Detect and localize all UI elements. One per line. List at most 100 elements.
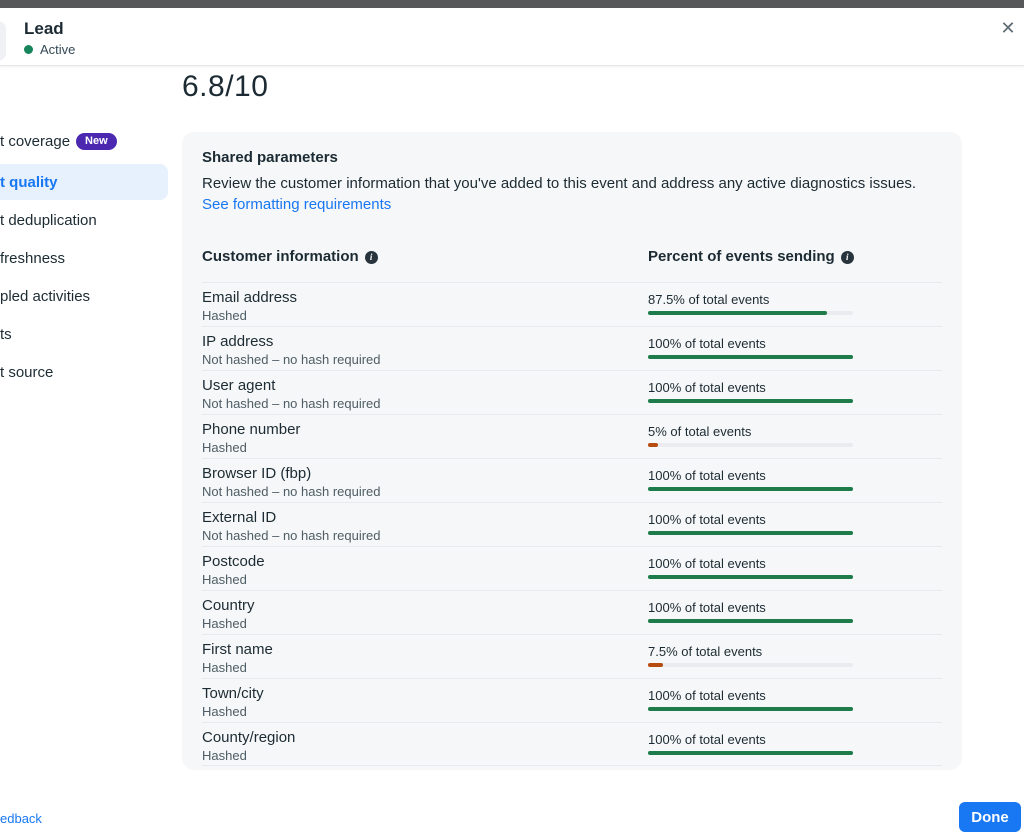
sidebar-nav: t coverage New t quality t deduplication… <box>0 66 172 381</box>
event-status: Active <box>24 42 75 57</box>
progress-track <box>648 399 853 403</box>
quality-score: 6.8/10 <box>182 70 269 103</box>
progress-track <box>648 575 853 579</box>
sidebar-item-label: ts <box>0 326 12 343</box>
sidebar-item-label: t quality <box>0 173 58 191</box>
percent-label: 100% of total events <box>648 468 766 483</box>
percent-label: 100% of total events <box>648 336 766 351</box>
parameter-hash-status: Hashed <box>202 748 247 763</box>
percent-label: 7.5% of total events <box>648 644 763 659</box>
progress-track <box>648 663 853 667</box>
percent-label: 100% of total events <box>648 380 766 395</box>
progress-fill <box>648 707 853 711</box>
sidebar-item[interactable]: t source <box>0 364 53 381</box>
parameter-hash-status: Hashed <box>202 616 247 631</box>
progress-fill <box>648 399 853 403</box>
progress-fill <box>648 487 853 491</box>
event-icon <box>0 21 6 61</box>
parameter-name: Phone number <box>202 421 301 438</box>
status-active-dot <box>24 45 33 54</box>
parameter-row: First name Hashed 7.5% of total events <box>202 634 942 678</box>
parameter-name: County/region <box>202 729 296 746</box>
parameter-hash-status: Not hashed – no hash required <box>202 396 381 411</box>
parameter-row: IP address Not hashed – no hash required… <box>202 326 942 370</box>
parameter-table: Email address Hashed 87.5% of total even… <box>202 282 942 766</box>
parameter-name: First name <box>202 641 273 658</box>
modal-footer: edback Done <box>0 789 1024 835</box>
info-icon[interactable]: i <box>364 251 378 264</box>
feedback-link[interactable]: edback <box>0 811 42 826</box>
sidebar-item[interactable]: t quality <box>0 164 168 200</box>
parameter-name: Town/city <box>202 685 264 702</box>
parameter-row: Town/city Hashed 100% of total events <box>202 678 942 722</box>
parameter-hash-status: Hashed <box>202 308 247 323</box>
progress-fill <box>648 751 853 755</box>
progress-track <box>648 355 853 359</box>
progress-fill <box>648 443 659 447</box>
parameter-row: Country Hashed 100% of total events <box>202 590 942 634</box>
status-label: Active <box>40 42 76 57</box>
percent-label: 100% of total events <box>648 688 766 703</box>
main-content: 6.8/10 Shared parameters Review the cust… <box>182 66 1024 790</box>
parameter-row: Email address Hashed 87.5% of total even… <box>202 282 942 326</box>
sidebar-item[interactable]: t coverage New <box>0 133 117 150</box>
close-icon[interactable]: ✕ <box>1000 18 1016 38</box>
parameter-hash-status: Not hashed – no hash required <box>202 484 381 499</box>
progress-fill <box>648 619 853 623</box>
parameter-row: Browser ID (fbp) Not hashed – no hash re… <box>202 458 942 502</box>
progress-fill <box>648 311 828 315</box>
sidebar-item-label: t source <box>0 364 54 381</box>
sidebar-item[interactable]: pled activities <box>0 288 90 305</box>
parameter-row: Postcode Hashed 100% of total events <box>202 546 942 590</box>
progress-track <box>648 311 853 315</box>
done-button[interactable]: Done <box>959 802 1021 832</box>
browser-top-strip <box>0 0 1024 8</box>
parameter-row: County/region Hashed 100% of total event… <box>202 722 942 766</box>
parameter-hash-status: Not hashed – no hash required <box>202 352 381 367</box>
progress-fill <box>648 663 664 667</box>
event-title: Lead <box>24 19 64 38</box>
parameter-hash-status: Hashed <box>202 572 247 587</box>
parameter-name: IP address <box>202 333 274 350</box>
parameter-hash-status: Not hashed – no hash required <box>202 528 381 543</box>
sidebar-item-label: pled activities <box>0 288 91 305</box>
percent-label: 100% of total events <box>648 556 766 571</box>
parameter-row: External ID Not hashed – no hash require… <box>202 502 942 546</box>
progress-track <box>648 751 853 755</box>
percent-label: 100% of total events <box>648 732 766 747</box>
parameter-name: External ID <box>202 509 277 526</box>
parameter-hash-status: Hashed <box>202 440 247 455</box>
parameter-hash-status: Hashed <box>202 704 247 719</box>
column-percent-sending: Percent of events sending i <box>648 248 854 265</box>
progress-track <box>648 707 853 711</box>
card-description: Review the customer information that you… <box>202 173 942 215</box>
parameter-row: User agent Not hashed – no hash required… <box>202 370 942 414</box>
formatting-requirements-link[interactable]: See formatting requirements <box>202 196 392 213</box>
sidebar-item-label: freshness <box>0 250 66 267</box>
parameter-name: Country <box>202 597 255 614</box>
sidebar-item[interactable]: freshness <box>0 250 65 267</box>
progress-fill <box>648 531 853 535</box>
new-badge: New <box>76 133 117 150</box>
parameter-name: Postcode <box>202 553 265 570</box>
percent-label: 100% of total events <box>648 512 766 527</box>
column-customer-information: Customer information i <box>202 248 378 265</box>
progress-fill <box>648 355 853 359</box>
progress-track <box>648 531 853 535</box>
percent-label: 5% of total events <box>648 424 752 439</box>
parameter-hash-status: Hashed <box>202 660 247 675</box>
shared-parameters-card: Shared parameters Review the customer in… <box>182 132 962 770</box>
progress-track <box>648 619 853 623</box>
sidebar-item-label: t coverage <box>0 133 71 150</box>
sidebar-item[interactable]: t deduplication <box>0 212 97 229</box>
sidebar-item-label: t deduplication <box>0 212 97 229</box>
table-column-headers: Customer information i Percent of events … <box>202 248 942 272</box>
info-icon[interactable]: i <box>840 251 854 264</box>
description-text: Review the customer information that you… <box>202 175 917 192</box>
sidebar-item[interactable]: ts <box>0 326 12 343</box>
progress-track <box>648 487 853 491</box>
percent-label: 100% of total events <box>648 600 766 615</box>
parameter-name: Browser ID (fbp) <box>202 465 312 482</box>
modal-header: Lead Active ✕ <box>0 8 1024 66</box>
